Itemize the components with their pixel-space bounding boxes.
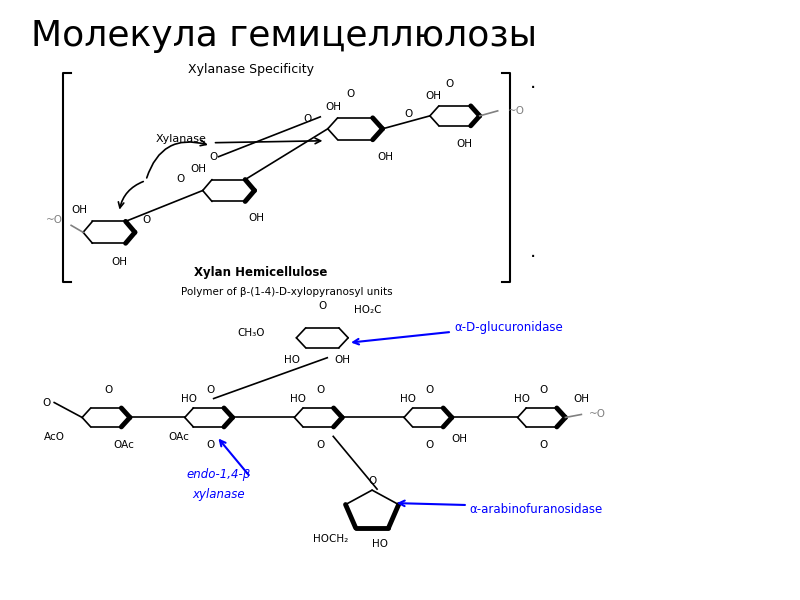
Text: O: O [142,215,151,226]
Text: OH: OH [452,434,468,445]
Text: OH: OH [71,205,87,215]
Text: α-D-glucuronidase: α-D-glucuronidase [455,322,563,334]
Text: O: O [303,114,311,124]
Text: HO: HO [181,394,197,404]
Text: CH₃O: CH₃O [237,328,265,338]
Text: O: O [368,476,376,486]
Text: xylanase: xylanase [192,488,245,500]
Text: O: O [210,152,218,161]
Text: O: O [104,385,112,395]
FancyArrowPatch shape [118,182,143,208]
Text: HO: HO [284,355,300,365]
Text: HO: HO [372,539,388,549]
Text: O: O [446,79,454,89]
Text: OH: OH [190,164,206,173]
Text: O: O [316,385,325,395]
Text: OH: OH [377,152,393,161]
Text: HO₂C: HO₂C [354,305,382,315]
Text: OH: OH [457,139,473,149]
Text: HO: HO [400,394,416,404]
Text: O: O [206,385,214,395]
Text: OH: OH [111,257,127,267]
Text: HOCH₂: HOCH₂ [313,534,348,544]
Text: O: O [539,385,548,395]
Text: ~O: ~O [590,409,606,419]
Text: O: O [316,440,325,451]
Text: α-arabinofuranosidase: α-arabinofuranosidase [470,503,603,515]
Text: O: O [42,398,50,407]
Text: O: O [539,440,548,451]
Text: O: O [206,440,214,451]
Text: Молекула гемицеллюлозы: Молекула гемицеллюлозы [31,19,538,53]
Text: AcO: AcO [44,433,65,442]
Text: ~O: ~O [508,106,525,116]
Text: Polymer of β-(1-4)-D-xylopyranosyl units: Polymer of β-(1-4)-D-xylopyranosyl units [181,287,392,297]
Text: .: . [530,242,536,261]
Text: O: O [426,385,434,395]
Text: OH: OH [574,394,590,404]
Text: O: O [404,109,412,119]
Text: .: . [530,73,536,92]
Text: O: O [346,89,354,99]
FancyArrowPatch shape [146,140,206,178]
Text: O: O [426,440,434,451]
Text: OAc: OAc [168,433,190,442]
Text: OAc: OAc [114,440,134,451]
Text: OH: OH [425,91,441,101]
Text: OH: OH [249,214,265,223]
Text: endo-1,4-β: endo-1,4-β [186,467,250,481]
Text: HO: HO [290,394,306,404]
Text: O: O [177,173,185,184]
Text: ~O: ~O [46,215,63,226]
Text: Xylanase Specificity: Xylanase Specificity [187,63,314,76]
Text: OH: OH [334,355,350,365]
Text: OH: OH [326,102,342,112]
Text: Xylan Hemicellulose: Xylan Hemicellulose [194,266,327,278]
Text: Xylanase: Xylanase [156,134,206,144]
Text: HO: HO [514,394,530,404]
Text: O: O [318,301,326,311]
